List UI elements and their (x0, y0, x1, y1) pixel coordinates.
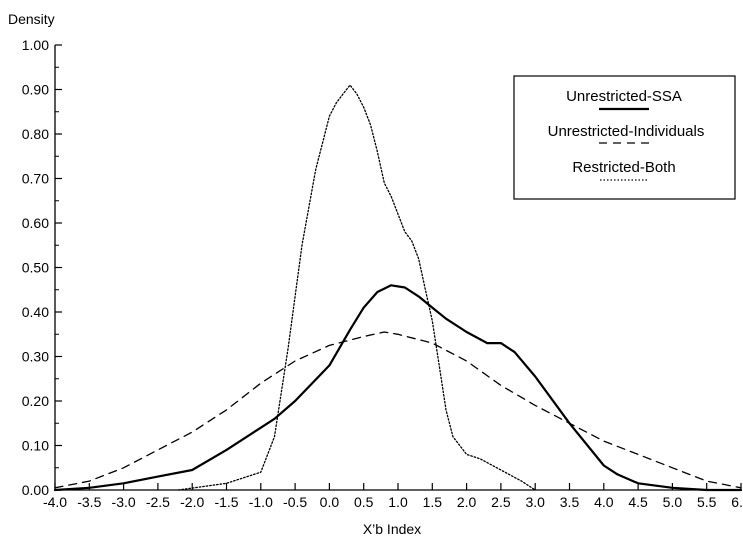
legend-label-restricted-both: Restricted-Both (572, 159, 675, 176)
y-tick-label: 1.00 (22, 37, 49, 53)
x-tick-label: 1.5 (423, 494, 443, 510)
legend-label-unrestricted-ssa: Unrestricted-SSA (566, 88, 682, 105)
x-tick-label: -4.0 (43, 494, 67, 510)
series-line-unrestricted-ssa (53, 284, 743, 492)
y-tick-label: 0.20 (22, 393, 49, 409)
x-tick-label: 0.5 (354, 494, 374, 510)
x-tick-label: 2.5 (491, 494, 511, 510)
y-tick-label: 0.70 (22, 171, 49, 187)
series-line-unrestricted-individuals (54, 331, 742, 489)
y-tick-label: 0.60 (22, 215, 49, 231)
x-tick-label: -2.0 (180, 494, 204, 510)
y-tick-label: 0.80 (22, 126, 49, 142)
x-tick-label: -1.0 (249, 494, 273, 510)
x-tick-label: 4.5 (628, 494, 648, 510)
y-tick-label: 0.30 (22, 349, 49, 365)
y-tick-label: 0.10 (22, 438, 49, 454)
x-tick-label: 5.0 (663, 494, 683, 510)
y-tick-label: 0.50 (22, 260, 49, 276)
x-tick-label: -3.5 (77, 494, 101, 510)
series-line-restricted-both (177, 84, 536, 491)
x-tick-label: -2.5 (146, 494, 170, 510)
x-tick-label: 2.0 (457, 494, 477, 510)
x-tick-label: 1.0 (388, 494, 408, 510)
y-tick-label: 0.00 (22, 482, 49, 498)
legend: Unrestricted-SSA Unrestricted-Individual… (513, 75, 736, 200)
x-axis-label: X’b Index (363, 521, 421, 537)
x-tick-label: -0.5 (283, 494, 307, 510)
x-tick-label: 0.0 (320, 494, 340, 510)
x-tick-label: 4.0 (594, 494, 614, 510)
y-tick-label: 0.40 (22, 304, 49, 320)
legend-label-unrestricted-individuals: Unrestricted-Individuals (548, 123, 705, 140)
x-tick-label: 3.5 (560, 494, 580, 510)
x-tick-label: -3.0 (112, 494, 136, 510)
legend-box (513, 75, 736, 200)
plot-area: 0.00 0.10 0.20 0.30 0.40 0.50 0.60 0.70 0.80 0.90… (22, 37, 743, 510)
x-tick-label: 3.0 (525, 494, 545, 510)
x-tick-label: 6.0 (731, 494, 743, 510)
x-tick-label: -1.5 (214, 494, 238, 510)
y-tick-label: 0.90 (22, 82, 49, 98)
x-tick-label: 5.5 (697, 494, 717, 510)
y-axis-label: Density (8, 11, 55, 27)
